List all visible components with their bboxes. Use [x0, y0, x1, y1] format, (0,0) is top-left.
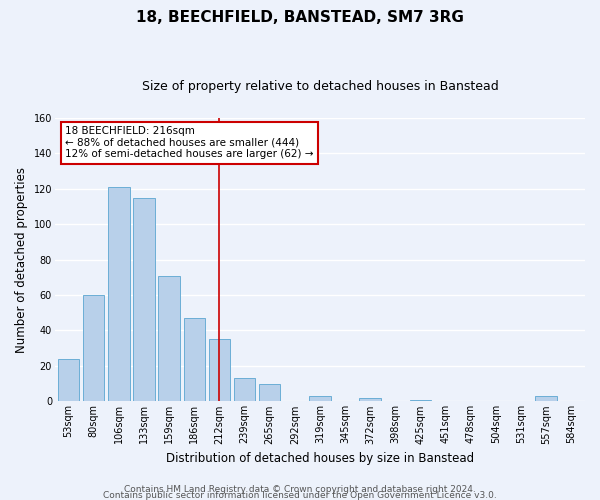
Bar: [184, 318, 205, 402]
Text: Contains public sector information licensed under the Open Government Licence v3: Contains public sector information licen…: [103, 490, 497, 500]
Bar: [359, 398, 381, 402]
Text: 18, BEECHFIELD, BANSTEAD, SM7 3RG: 18, BEECHFIELD, BANSTEAD, SM7 3RG: [136, 10, 464, 25]
Title: Size of property relative to detached houses in Banstead: Size of property relative to detached ho…: [142, 80, 498, 93]
Y-axis label: Number of detached properties: Number of detached properties: [15, 166, 28, 352]
Text: 18 BEECHFIELD: 216sqm
← 88% of detached houses are smaller (444)
12% of semi-det: 18 BEECHFIELD: 216sqm ← 88% of detached …: [65, 126, 314, 160]
Bar: [108, 187, 130, 402]
Bar: [209, 340, 230, 402]
Bar: [259, 384, 280, 402]
Bar: [83, 295, 104, 402]
Bar: [234, 378, 255, 402]
Bar: [133, 198, 155, 402]
Bar: [410, 400, 431, 402]
X-axis label: Distribution of detached houses by size in Banstead: Distribution of detached houses by size …: [166, 452, 474, 465]
Text: Contains HM Land Registry data © Crown copyright and database right 2024.: Contains HM Land Registry data © Crown c…: [124, 484, 476, 494]
Bar: [309, 396, 331, 402]
Bar: [535, 396, 557, 402]
Bar: [58, 359, 79, 402]
Bar: [158, 276, 180, 402]
